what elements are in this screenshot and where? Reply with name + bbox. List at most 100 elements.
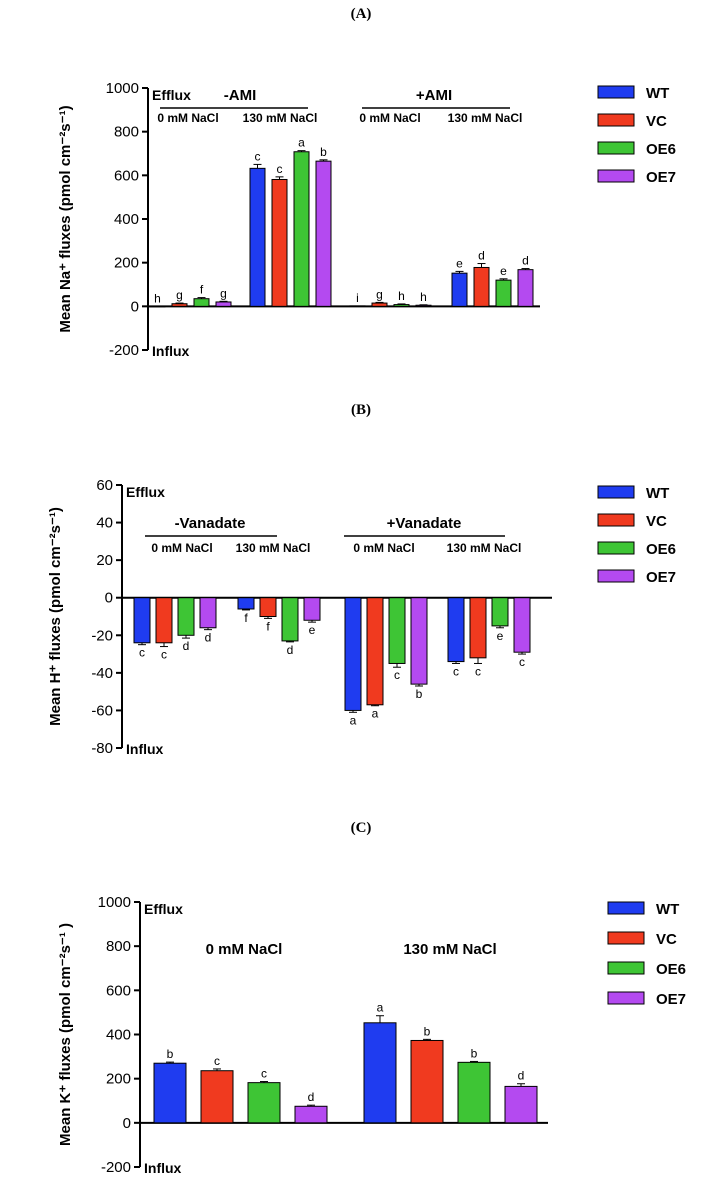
legend-label: OE6 bbox=[646, 541, 676, 558]
legend-label: VC bbox=[656, 931, 677, 948]
significance-letter: e bbox=[309, 623, 316, 637]
legend-label: OE6 bbox=[646, 141, 676, 158]
significance-letter: d bbox=[478, 249, 485, 263]
bar-vc bbox=[410, 1039, 444, 1124]
bar-vc bbox=[200, 1070, 234, 1124]
chart-k-flux: -200 0 200 400 600 800 1000 Mean K⁺ fluxes (pmo… bbox=[57, 894, 686, 1176]
bar-oe6 bbox=[193, 298, 210, 307]
bar-oe6 bbox=[495, 279, 512, 307]
category-label: 0 mM NaCl bbox=[157, 111, 218, 125]
significance-letter: b bbox=[167, 1047, 174, 1061]
y-tick-label: 60 bbox=[96, 477, 113, 494]
y-tick-label: 0 bbox=[131, 298, 139, 315]
legend-swatch-vc bbox=[597, 513, 635, 527]
significance-letter: a bbox=[350, 713, 357, 727]
bar-oe7 bbox=[315, 160, 332, 307]
bar-oe7 bbox=[215, 301, 232, 307]
y-tick-label: 400 bbox=[114, 211, 139, 228]
significance-letter: c bbox=[139, 646, 145, 660]
significance-letter: b bbox=[320, 145, 327, 159]
bar-oe6 bbox=[281, 597, 299, 642]
y-tick-label: 800 bbox=[106, 938, 131, 955]
legend-swatch-wt bbox=[607, 901, 645, 915]
super-group-label: -AMI bbox=[224, 87, 257, 104]
bar-wt bbox=[237, 597, 255, 610]
significance-letter: e bbox=[497, 629, 504, 643]
y-tick-label: -40 bbox=[91, 665, 113, 682]
significance-letter: b bbox=[471, 1046, 478, 1060]
bar-wt bbox=[133, 597, 151, 644]
panel-label-c: (C) bbox=[350, 820, 372, 836]
bar-oe6 bbox=[247, 1082, 281, 1124]
bar-wt bbox=[349, 305, 366, 307]
significance-letter: d bbox=[287, 643, 294, 657]
category-label: 130 mM NaCl bbox=[448, 111, 523, 125]
significance-letter: g bbox=[176, 288, 183, 302]
bar-vc bbox=[155, 597, 173, 644]
significance-letter: c bbox=[453, 664, 459, 678]
y-tick-label: 0 bbox=[105, 590, 113, 607]
y-tick-label: 200 bbox=[106, 1071, 131, 1088]
legend-swatch-vc bbox=[607, 931, 645, 945]
influx-label: Influx bbox=[144, 1160, 182, 1176]
y-tick-label: -20 bbox=[91, 627, 113, 644]
significance-letter: c bbox=[161, 648, 167, 662]
significance-letter: e bbox=[456, 256, 463, 270]
legend-swatch-vc bbox=[597, 113, 635, 127]
bar-vc bbox=[366, 597, 384, 706]
super-group-label: -Vanadate bbox=[175, 515, 246, 532]
bar-oe7 bbox=[294, 1105, 328, 1124]
bar-wt bbox=[249, 167, 266, 307]
legend-label: WT bbox=[646, 485, 669, 502]
legend-swatch-oe6 bbox=[607, 961, 645, 975]
bar-wt bbox=[344, 597, 362, 711]
bar-oe6 bbox=[177, 597, 195, 636]
significance-letter: c bbox=[261, 1067, 267, 1081]
legend-label: VC bbox=[646, 513, 667, 530]
significance-letter: h bbox=[398, 289, 405, 303]
efflux-label: Efflux bbox=[144, 901, 183, 917]
y-tick-label: 0 bbox=[123, 1115, 131, 1132]
y-tick-label: -200 bbox=[101, 1159, 131, 1176]
category-label: 130 mM NaCl bbox=[403, 941, 496, 958]
legend-swatch-oe7 bbox=[597, 569, 635, 583]
y-axis-label: Mean Na⁺ fluxes (pmol cm⁻²s⁻¹) bbox=[57, 105, 74, 332]
y-tick-label: 200 bbox=[114, 255, 139, 272]
category-label: 130 mM NaCl bbox=[243, 111, 318, 125]
significance-letter: e bbox=[500, 264, 507, 278]
legend-swatch-oe7 bbox=[607, 991, 645, 1005]
panel-label-b: (B) bbox=[351, 402, 371, 418]
efflux-label: Efflux bbox=[126, 484, 165, 500]
legend-label: OE7 bbox=[656, 991, 686, 1008]
y-tick-label: 40 bbox=[96, 515, 113, 532]
legend-swatch-oe6 bbox=[597, 141, 635, 155]
legend-swatch-wt bbox=[597, 85, 635, 99]
y-tick-label: 1000 bbox=[106, 80, 139, 97]
bar-wt bbox=[149, 305, 166, 308]
bar-vc bbox=[473, 266, 490, 307]
bar-oe7 bbox=[504, 1085, 538, 1124]
significance-letter: g bbox=[220, 286, 227, 300]
significance-letter: h bbox=[154, 291, 161, 305]
legend-label: OE7 bbox=[646, 569, 676, 586]
significance-letter: d bbox=[308, 1090, 315, 1104]
category-label: 0 mM NaCl bbox=[359, 111, 420, 125]
category-label: 130 mM NaCl bbox=[447, 541, 522, 555]
legend-swatch-oe6 bbox=[597, 541, 635, 555]
bar-oe7 bbox=[415, 304, 432, 307]
significance-letter: d bbox=[183, 639, 190, 653]
significance-letter: c bbox=[277, 162, 283, 176]
y-tick-label: 600 bbox=[106, 982, 131, 999]
category-label: 0 mM NaCl bbox=[353, 541, 414, 555]
legend-label: WT bbox=[646, 85, 669, 102]
bar-oe7 bbox=[303, 597, 321, 621]
y-tick-label: 800 bbox=[114, 124, 139, 141]
panel-label-a: (A) bbox=[350, 6, 372, 22]
significance-letter: c bbox=[214, 1054, 220, 1068]
significance-letter: a bbox=[377, 1001, 384, 1015]
chart-h-flux: -80 -60 -40 -20 0 20 40 60 Mean H⁺ fluxes (pmol … bbox=[47, 477, 676, 757]
y-axis-label: Mean H⁺ fluxes (pmol cm⁻²s⁻¹) bbox=[47, 507, 64, 726]
significance-letter: a bbox=[298, 136, 305, 150]
y-tick-label: 600 bbox=[114, 167, 139, 184]
legend-swatch-oe7 bbox=[597, 169, 635, 183]
